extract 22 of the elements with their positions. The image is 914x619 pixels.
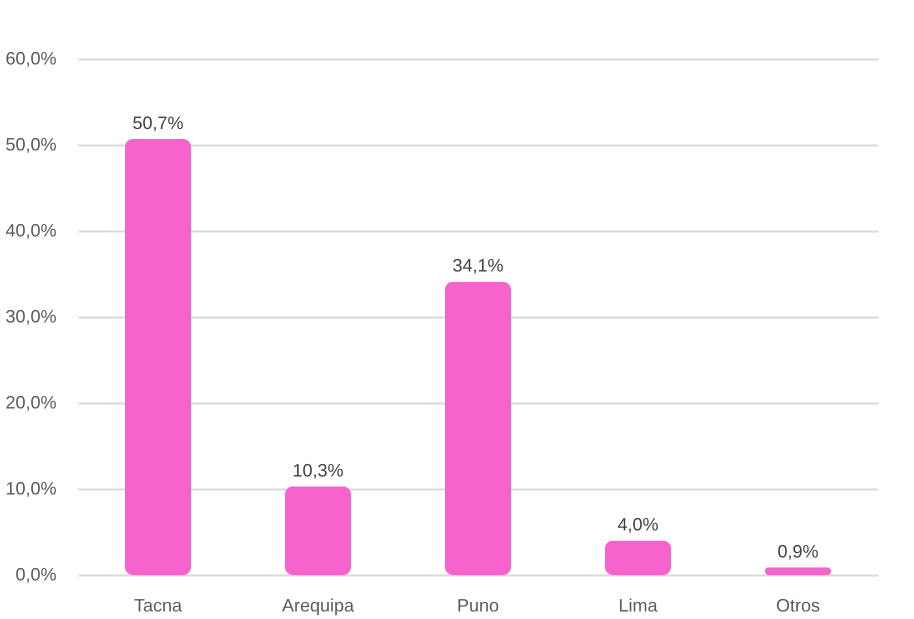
bar: [605, 540, 671, 575]
y-tick-label: 30,0%: [5, 306, 56, 326]
data-label: 10,3%: [292, 460, 344, 480]
y-tick-label: 60,0%: [5, 48, 56, 68]
data-label: 0,9%: [777, 541, 819, 562]
data-label: 34,1%: [452, 256, 504, 276]
x-tick-label: Puno: [456, 596, 500, 616]
bar: [765, 567, 831, 575]
x-tick-label: Otros: [776, 596, 820, 616]
y-tick-label: 40,0%: [5, 220, 56, 240]
bar: [285, 486, 351, 575]
y-tick-label: 50,0%: [5, 134, 56, 154]
data-label: 50,7%: [132, 112, 184, 133]
x-tick-label: Tacna: [134, 596, 183, 616]
bar: [125, 138, 191, 575]
y-tick-label: 10,0%: [5, 478, 56, 498]
x-tick-label: Lima: [618, 596, 658, 616]
x-tick-label: Arequipa: [282, 596, 356, 616]
y-tick-label: 0,0%: [15, 564, 56, 584]
bar: [445, 282, 511, 575]
data-label: 4,0%: [617, 514, 659, 535]
y-tick-label: 20,0%: [5, 392, 56, 412]
